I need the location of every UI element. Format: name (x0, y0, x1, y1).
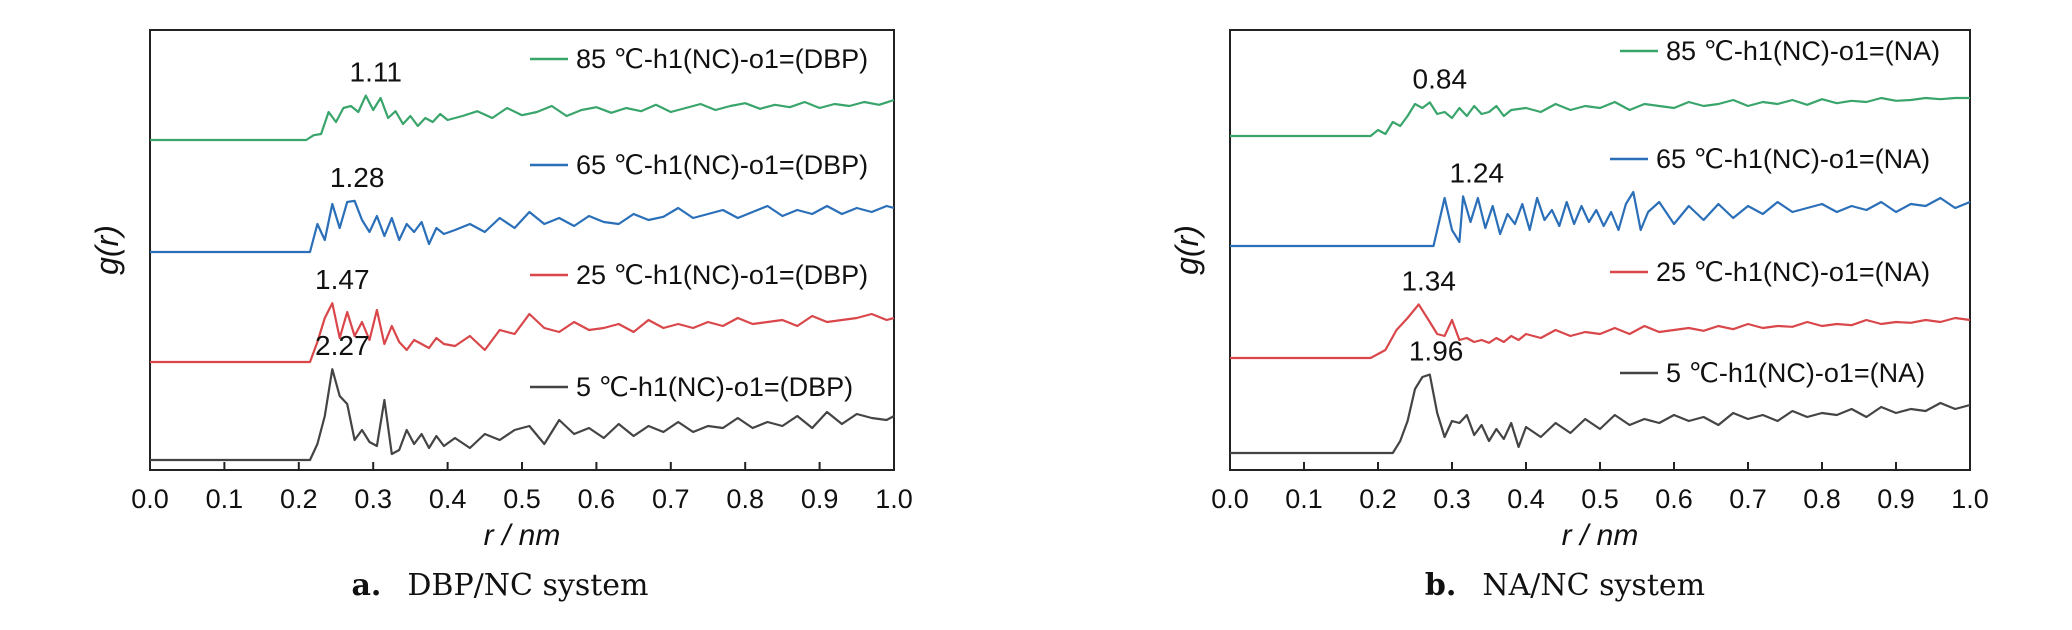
x-axis-label: r / nm (484, 519, 561, 552)
x-tick-label: 1.0 (1951, 484, 1989, 514)
x-tick-label: 0.1 (206, 484, 244, 514)
peak-value-label: 1.96 (1409, 336, 1464, 367)
legend-label: 65 ℃-h1(NC)-o1=(DBP) (576, 150, 868, 180)
peak-value-label: 1.34 (1401, 265, 1456, 296)
panel-b: 0.0 0.1 0.2 0.3 0.4 0.5 0.6 0.7 0.8 0.9 1.0 r / nm g… (1169, 29, 1989, 603)
peak-value-label: 2.27 (315, 330, 370, 361)
x-tick-label: 0.1 (1285, 484, 1323, 514)
x-tick-label: 0.8 (1803, 484, 1841, 514)
plot-frame (1229, 29, 1971, 471)
legend-label: 5 ℃-h1(NC)-o1=(NA) (1666, 358, 1925, 388)
legend-label: 5 ℃-h1(NC)-o1=(DBP) (576, 372, 853, 402)
caption-letter: a. (351, 568, 381, 603)
x-tick-label: 0.0 (1211, 484, 1249, 514)
x-tick-label: 1.0 (875, 484, 913, 514)
peak-value-label: 1.24 (1450, 157, 1505, 188)
peak-value-label: 1.11 (350, 57, 402, 88)
x-tick-label: 0.9 (1877, 484, 1915, 514)
x-tick-label: 0.2 (1359, 484, 1397, 514)
x-tick-label: 0.8 (726, 484, 764, 514)
legend-label: 85 ℃-h1(NC)-o1=(DBP) (576, 44, 868, 74)
series-line (150, 199, 895, 254)
series-line (1230, 96, 1970, 138)
series-line (1230, 373, 1971, 455)
x-tick-label: 0.9 (801, 484, 839, 514)
x-axis-label: r / nm (1562, 519, 1639, 552)
peak-value-label: 1.47 (315, 264, 370, 295)
x-tick-label: 0.5 (1581, 484, 1619, 514)
series-line (150, 368, 895, 462)
x-tick-label: 0.3 (354, 484, 392, 514)
series-line (150, 94, 895, 142)
x-tick-label: 0.7 (1729, 484, 1767, 514)
y-axis-label: g(r) (1169, 225, 1205, 275)
legend-label: 25 ℃-h1(NC)-o1=(NA) (1656, 257, 1930, 287)
x-tick-label: 0.4 (1507, 484, 1545, 514)
x-tick-label: 0.0 (131, 484, 169, 514)
x-tick-label: 0.5 (503, 484, 541, 514)
caption-text: NA/NC system (1482, 568, 1705, 603)
panel-caption: a. DBP/NC system (351, 568, 648, 603)
caption-letter: b. (1425, 568, 1456, 603)
y-axis-label: g(r) (89, 225, 125, 275)
legend-label: 85 ℃-h1(NC)-o1=(NA) (1666, 36, 1940, 66)
x-tick-label: 0.6 (578, 484, 616, 514)
x-tick-label: 0.6 (1655, 484, 1693, 514)
caption-text: DBP/NC system (407, 568, 648, 603)
x-tick-label: 0.3 (1433, 484, 1471, 514)
series-line (1230, 303, 1971, 360)
series-line (1230, 190, 1971, 248)
legend-label: 65 ℃-h1(NC)-o1=(NA) (1656, 144, 1930, 174)
panel-a: 0.0 0.1 0.2 0.3 0.4 0.5 0.6 0.7 0.8 0.9 1.0 r / nm g… (89, 29, 913, 603)
panel-caption: b. NA/NC system (1425, 568, 1705, 603)
legend-label: 25 ℃-h1(NC)-o1=(DBP) (576, 260, 868, 290)
plot-frame (149, 29, 895, 471)
peak-value-label: 0.84 (1413, 63, 1468, 94)
series-line (150, 302, 895, 364)
x-tick-label: 0.4 (429, 484, 467, 514)
x-tick-label: 0.2 (280, 484, 318, 514)
x-tick-label: 0.7 (652, 484, 690, 514)
peak-value-label: 1.28 (330, 162, 385, 193)
